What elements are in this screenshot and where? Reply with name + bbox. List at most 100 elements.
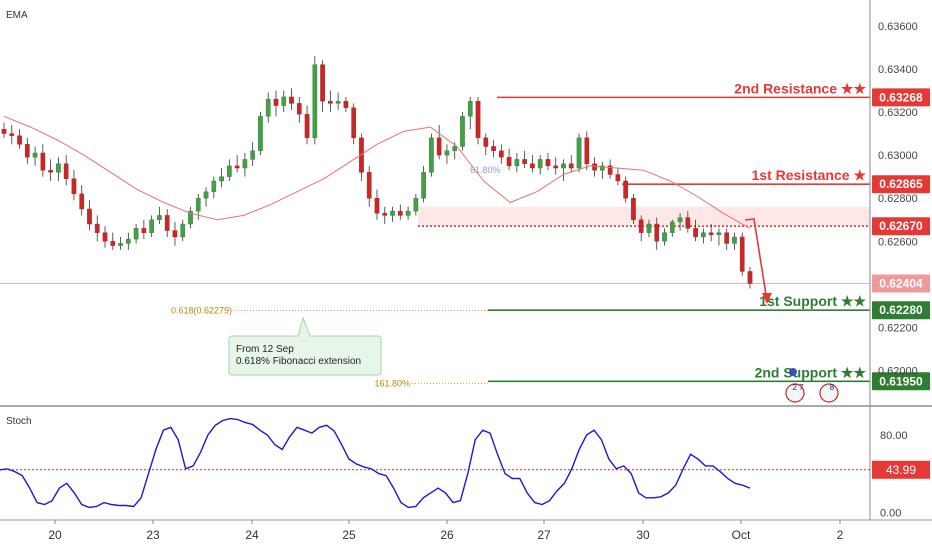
stoch-indicator-label: Stoch <box>6 416 32 427</box>
candle-body <box>133 228 139 240</box>
candle-body <box>405 210 411 216</box>
candle-body <box>211 180 217 192</box>
fib-label: 61.80% <box>470 165 501 175</box>
level-price-label: 0.61950 <box>879 374 923 388</box>
candle-body <box>102 232 108 242</box>
candle-body <box>530 163 535 169</box>
candle-body <box>382 213 388 216</box>
level-price-label: 0.63268 <box>879 90 923 104</box>
event-badge-text: 8 <box>830 383 835 392</box>
candle-body <box>32 152 38 158</box>
level-price-badge <box>872 217 930 236</box>
overlays: 0.63268 2nd Resistance ★★ 0.62865 1st Resis… <box>0 80 930 403</box>
candle-body <box>669 221 675 233</box>
candle-body <box>87 208 92 225</box>
candle-body <box>1 129 7 134</box>
price-tick-label: 0.63400 <box>878 64 918 76</box>
candle-body <box>553 165 559 169</box>
candle-body <box>514 159 520 167</box>
callout-text: From 12 Sep <box>236 344 294 355</box>
candle-body <box>304 113 310 139</box>
candle-body <box>747 271 753 284</box>
event-badge <box>785 383 805 403</box>
candle-body <box>724 232 730 244</box>
candle-body <box>281 96 287 106</box>
candle-body <box>623 180 629 199</box>
price-tick-label: 0.63000 <box>878 150 918 162</box>
candle-body <box>685 217 691 229</box>
time-tick-label: 30 <box>636 528 650 542</box>
candle-body <box>265 98 271 117</box>
level-price-badge <box>872 175 930 194</box>
stoch-level-label: 43.99 <box>886 463 916 477</box>
candle-body <box>716 232 722 236</box>
level-name-label: 2nd Support ★★ <box>755 364 867 380</box>
forecast-arrowhead <box>762 293 772 304</box>
candle-body <box>568 163 574 169</box>
candle-body <box>545 159 551 167</box>
candle-body <box>219 176 224 182</box>
price-tick-label: 0.63200 <box>878 107 918 119</box>
stoch-polyline <box>0 417 751 509</box>
candle-body <box>607 165 613 175</box>
candle-body <box>110 241 116 246</box>
labels: EMA Stoch <box>6 10 32 427</box>
candle-body <box>94 223 100 233</box>
level-price-badge <box>872 372 930 391</box>
candle-body <box>397 210 403 216</box>
candle-body <box>157 215 162 220</box>
candle-body <box>739 236 745 272</box>
ema-line <box>3 115 751 229</box>
time-tick-label: 23 <box>146 528 160 542</box>
price-tick-label: 0.62800 <box>878 193 918 205</box>
candle-body <box>522 159 527 164</box>
candle-body <box>141 228 147 233</box>
level-name-label: 1st Support ★★ <box>759 293 866 309</box>
candle-body <box>732 236 737 244</box>
time-tick-label: 27 <box>537 528 551 542</box>
candle-body <box>180 223 186 238</box>
stoch-level-badge <box>872 460 930 479</box>
fib-label: 0.618(0.62279) <box>171 305 232 315</box>
candle-body <box>188 210 193 225</box>
fib-label: 161.80% <box>374 378 410 388</box>
candle-body <box>273 98 279 106</box>
stoch-tick-label: 0.00 <box>880 507 901 519</box>
candle-body <box>328 101 333 104</box>
candle-body <box>561 163 566 169</box>
candle-body <box>242 159 248 169</box>
time-tick-label: 26 <box>440 528 454 542</box>
candle-body <box>708 232 714 236</box>
candle-body <box>390 210 395 216</box>
candle-body <box>537 159 543 169</box>
ema-polyline <box>3 115 751 229</box>
resistance-zone <box>418 206 870 227</box>
candle-body <box>615 174 621 182</box>
candle-body <box>71 178 77 195</box>
candle-body <box>467 101 473 117</box>
candle-body <box>444 150 450 156</box>
candle-body <box>63 163 69 180</box>
candle-body <box>576 137 582 169</box>
candle-body <box>421 172 426 199</box>
candle-body <box>195 197 201 212</box>
candle-body <box>638 219 644 233</box>
candle-body <box>654 223 660 242</box>
level-name-label: 1st Resistance ★ <box>752 167 867 183</box>
candle-body <box>258 116 263 151</box>
candle-body <box>413 197 419 212</box>
ema-indicator-label: EMA <box>6 10 28 21</box>
candle-body <box>631 197 636 220</box>
candle-body <box>584 137 590 164</box>
level-price-badge <box>872 88 930 107</box>
candle-body <box>296 103 302 115</box>
stoch-series: 43.99 <box>0 417 930 509</box>
candle-body <box>118 243 123 246</box>
event-dot <box>789 368 797 376</box>
candle-body <box>592 163 597 171</box>
candle-body <box>79 193 85 210</box>
candle-body <box>483 137 489 147</box>
candle-body <box>662 232 667 242</box>
level-price-label: 0.62404 <box>879 277 923 291</box>
candle-body <box>56 163 61 173</box>
